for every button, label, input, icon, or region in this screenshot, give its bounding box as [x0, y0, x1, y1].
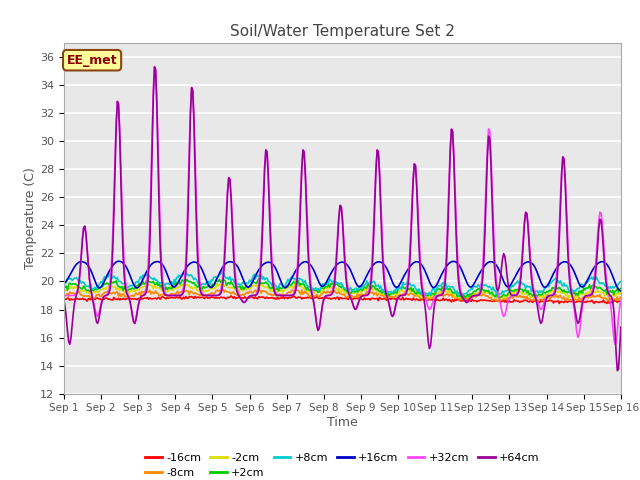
+2cm [255, 276, 263, 282]
+16cm [314, 277, 322, 283]
-2cm [494, 296, 502, 302]
+8cm [466, 288, 474, 293]
-2cm [213, 280, 221, 286]
+8cm [458, 293, 466, 299]
+2cm [617, 286, 625, 291]
+32cm [314, 327, 322, 333]
+32cm [617, 298, 625, 303]
Y-axis label: Temperature (C): Temperature (C) [24, 168, 37, 269]
-2cm [314, 289, 322, 295]
+32cm [593, 251, 600, 256]
-8cm [343, 294, 351, 300]
+8cm [60, 282, 68, 288]
-2cm [343, 289, 351, 295]
+16cm [343, 262, 351, 268]
+8cm [218, 268, 226, 274]
+2cm [458, 296, 466, 302]
+16cm [617, 288, 625, 294]
+64cm [314, 327, 322, 333]
+16cm [115, 258, 122, 264]
-2cm [617, 289, 625, 295]
+16cm [60, 280, 68, 286]
+8cm [473, 284, 481, 290]
+64cm [617, 324, 625, 330]
+2cm [343, 289, 351, 295]
-16cm [343, 296, 351, 301]
Line: +2cm: +2cm [64, 279, 621, 299]
-16cm [60, 296, 68, 301]
-16cm [617, 299, 625, 304]
+16cm [465, 283, 473, 289]
Line: +16cm: +16cm [64, 261, 621, 291]
-8cm [314, 294, 322, 300]
Legend: -16cm, -8cm, -2cm, +2cm, +8cm, +16cm, +32cm, +64cm: -16cm, -8cm, -2cm, +2cm, +8cm, +16cm, +3… [141, 448, 544, 480]
Line: +64cm: +64cm [64, 67, 621, 371]
+16cm [472, 277, 479, 283]
Text: EE_met: EE_met [67, 54, 117, 67]
-2cm [60, 288, 68, 294]
+16cm [593, 262, 600, 267]
+64cm [465, 298, 473, 303]
+32cm [465, 298, 473, 303]
+2cm [466, 291, 474, 297]
-16cm [465, 297, 473, 303]
-16cm [227, 293, 235, 299]
-8cm [465, 295, 473, 301]
+8cm [314, 286, 322, 291]
+16cm [453, 260, 461, 266]
+2cm [60, 285, 68, 290]
-2cm [594, 287, 602, 293]
+32cm [60, 293, 68, 299]
+64cm [593, 261, 600, 266]
+8cm [617, 279, 625, 285]
+32cm [472, 292, 479, 298]
-16cm [453, 296, 461, 302]
+2cm [473, 287, 481, 293]
Title: Soil/Water Temperature Set 2: Soil/Water Temperature Set 2 [230, 24, 455, 39]
-8cm [570, 299, 577, 304]
-8cm [472, 294, 479, 300]
+8cm [453, 288, 461, 294]
-16cm [594, 299, 602, 305]
+2cm [453, 294, 461, 300]
+32cm [453, 246, 461, 252]
-8cm [594, 292, 602, 298]
+8cm [343, 287, 351, 292]
+32cm [150, 63, 158, 69]
-8cm [617, 294, 625, 300]
+64cm [472, 293, 479, 299]
+8cm [594, 277, 602, 283]
+64cm [453, 259, 461, 265]
-8cm [60, 291, 68, 297]
+32cm [611, 341, 619, 347]
+2cm [314, 289, 322, 295]
-16cm [556, 300, 563, 306]
+64cm [150, 64, 158, 70]
-16cm [472, 298, 479, 304]
+64cm [343, 284, 351, 290]
-16cm [314, 295, 322, 301]
Line: -16cm: -16cm [64, 296, 621, 303]
-2cm [465, 294, 473, 300]
Line: -2cm: -2cm [64, 283, 621, 299]
-8cm [453, 295, 461, 301]
+2cm [594, 286, 602, 291]
+32cm [343, 279, 351, 285]
Line: -8cm: -8cm [64, 289, 621, 301]
Line: +8cm: +8cm [64, 271, 621, 296]
+64cm [614, 368, 621, 373]
Line: +32cm: +32cm [64, 66, 621, 344]
-2cm [453, 293, 461, 299]
X-axis label: Time: Time [327, 416, 358, 429]
-8cm [255, 286, 263, 292]
+64cm [60, 298, 68, 303]
-2cm [472, 291, 479, 297]
